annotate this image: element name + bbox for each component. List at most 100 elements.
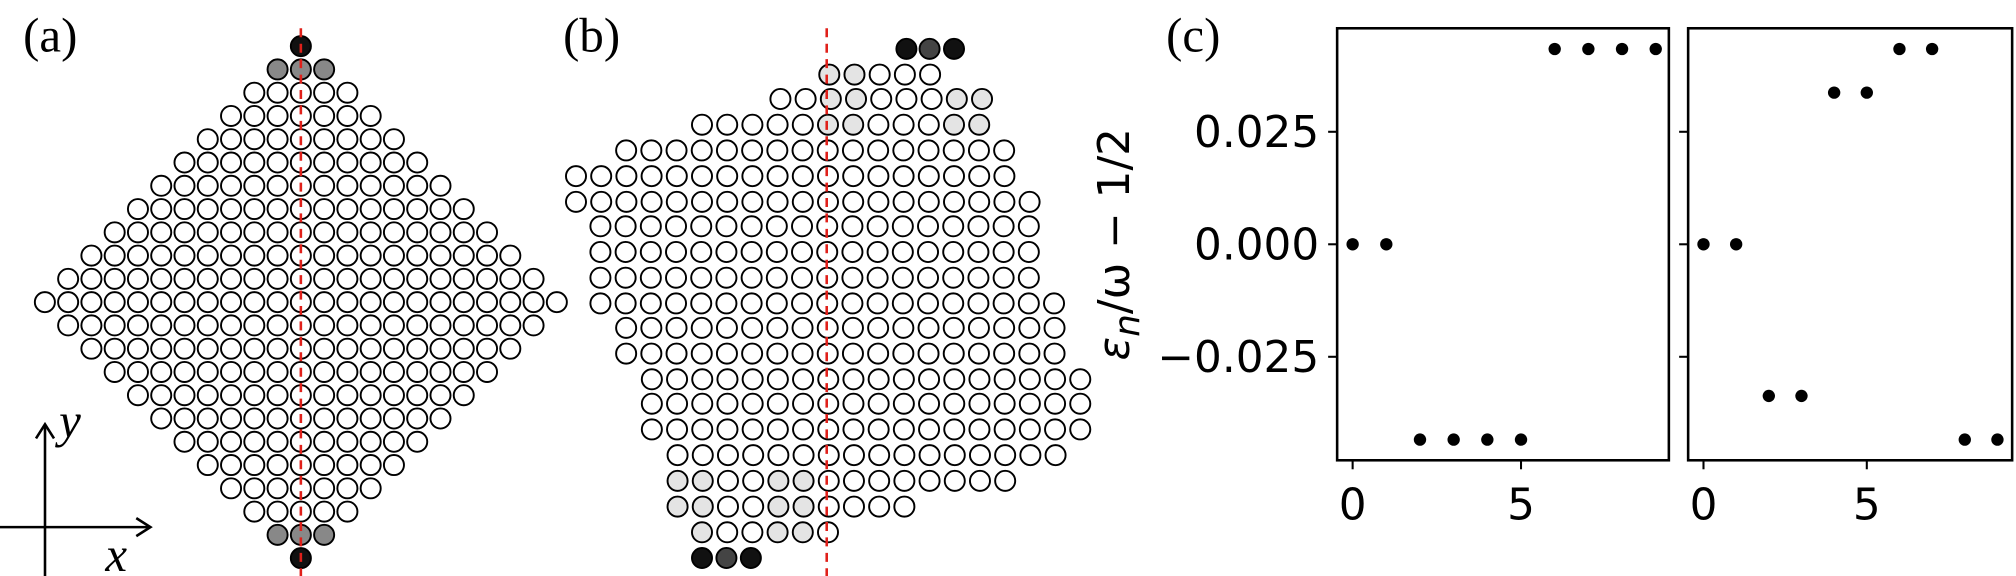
site bbox=[968, 113, 991, 136]
site bbox=[452, 267, 475, 290]
site bbox=[892, 368, 915, 391]
site bbox=[103, 221, 126, 244]
site bbox=[993, 368, 1016, 391]
site bbox=[359, 267, 382, 290]
site bbox=[1044, 368, 1067, 391]
site bbox=[968, 165, 991, 188]
site bbox=[716, 444, 739, 467]
site bbox=[971, 88, 994, 110]
y-tick-label: −0.025 bbox=[1157, 332, 1319, 383]
site bbox=[150, 407, 173, 430]
site bbox=[266, 81, 289, 104]
site bbox=[1044, 444, 1067, 467]
site bbox=[614, 215, 637, 238]
site bbox=[740, 241, 763, 263]
site bbox=[243, 244, 266, 267]
site bbox=[666, 418, 689, 441]
site bbox=[313, 430, 336, 453]
site bbox=[313, 198, 336, 221]
site bbox=[336, 128, 359, 151]
site bbox=[918, 368, 941, 391]
site bbox=[499, 337, 522, 360]
site bbox=[841, 342, 864, 365]
site bbox=[968, 444, 991, 467]
site bbox=[1069, 418, 1092, 441]
site bbox=[336, 198, 359, 221]
site bbox=[150, 174, 173, 197]
site bbox=[313, 244, 336, 267]
site bbox=[196, 430, 219, 453]
site bbox=[792, 418, 815, 441]
site bbox=[715, 342, 738, 365]
site bbox=[220, 407, 243, 430]
site bbox=[313, 221, 336, 244]
site bbox=[867, 316, 890, 339]
site bbox=[716, 521, 739, 544]
site bbox=[336, 477, 359, 500]
site bbox=[716, 165, 739, 188]
site bbox=[792, 495, 815, 518]
point bbox=[1893, 42, 1906, 56]
x-tick-label: 5 bbox=[1853, 479, 1881, 530]
site bbox=[665, 215, 688, 238]
site bbox=[1018, 342, 1041, 365]
site bbox=[57, 267, 80, 290]
site bbox=[336, 384, 359, 407]
site bbox=[994, 444, 1017, 467]
site bbox=[476, 337, 499, 360]
site bbox=[665, 139, 688, 162]
site bbox=[715, 241, 738, 263]
site bbox=[691, 495, 714, 518]
site bbox=[691, 368, 714, 391]
site bbox=[615, 139, 638, 162]
site bbox=[767, 444, 790, 467]
site bbox=[173, 174, 196, 197]
site bbox=[382, 198, 405, 221]
site bbox=[173, 221, 196, 244]
site bbox=[893, 495, 916, 518]
site bbox=[382, 151, 405, 174]
site bbox=[103, 314, 126, 337]
site bbox=[917, 342, 940, 365]
site bbox=[639, 241, 662, 263]
panel-label: (b) bbox=[563, 7, 620, 62]
site bbox=[794, 88, 817, 110]
site bbox=[429, 314, 452, 337]
site bbox=[666, 469, 689, 492]
site bbox=[243, 430, 266, 453]
site bbox=[220, 454, 243, 477]
site bbox=[867, 368, 890, 391]
y-tick-label: 0.025 bbox=[1194, 107, 1319, 158]
site bbox=[892, 418, 915, 441]
site bbox=[220, 128, 243, 151]
site bbox=[266, 291, 289, 314]
site bbox=[766, 139, 789, 162]
site bbox=[891, 292, 914, 315]
site bbox=[741, 113, 764, 136]
site bbox=[359, 337, 382, 360]
site bbox=[196, 291, 219, 314]
site bbox=[765, 215, 788, 238]
site bbox=[196, 221, 219, 244]
site bbox=[640, 342, 663, 365]
site bbox=[382, 430, 405, 453]
site bbox=[992, 292, 1015, 315]
site bbox=[867, 139, 890, 162]
site bbox=[220, 337, 243, 360]
site bbox=[266, 128, 289, 151]
site bbox=[791, 521, 814, 544]
site bbox=[476, 291, 499, 314]
site bbox=[817, 495, 840, 518]
site bbox=[313, 454, 336, 477]
site bbox=[792, 469, 815, 492]
site bbox=[452, 198, 475, 221]
site bbox=[943, 190, 965, 213]
site bbox=[666, 495, 689, 518]
site bbox=[499, 291, 522, 314]
site bbox=[819, 88, 842, 110]
site bbox=[716, 495, 739, 518]
site bbox=[336, 104, 359, 127]
site bbox=[589, 266, 612, 289]
site bbox=[868, 444, 891, 467]
